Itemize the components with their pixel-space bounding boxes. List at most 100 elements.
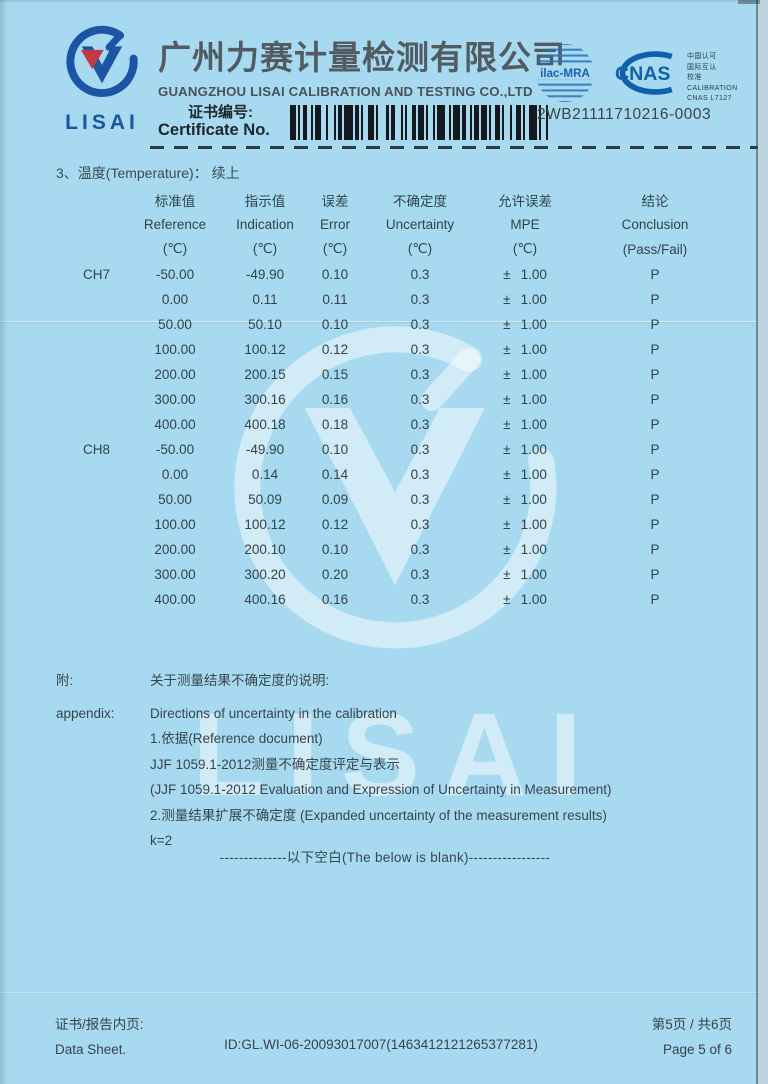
cnas-line: 校准 — [687, 74, 702, 81]
error-cell: 0.10 — [321, 441, 349, 457]
error-cell: 0.11 — [322, 291, 348, 307]
table-row: 300.00 300.20 0.20 0.3 ±1.00 P — [55, 562, 735, 587]
uncertainty-cell: 0.3 — [410, 441, 430, 457]
reference-cell: 100.00 — [154, 341, 196, 357]
reference-cell: 400.00 — [154, 591, 196, 607]
plus-minus-sign: ± — [503, 491, 511, 507]
scan-edge-top — [0, 0, 768, 3]
table-body: CH7 -50.00 -49.90 0.10 0.3 ±1.00 P 0.00 0.11 0.11… — [55, 262, 735, 612]
error-cell: 0.15 — [321, 366, 349, 382]
table-row: 50.00 50.10 0.10 0.3 ±1.00 P — [55, 312, 735, 337]
error-cell: 0.16 — [321, 391, 349, 407]
appendix-row: 附: 关于测量结果不确定度的说明: — [56, 668, 716, 694]
mpe-value: 1.00 — [520, 591, 547, 607]
scan-corner-mark — [738, 0, 760, 4]
mpe-cell: ±1.00 — [475, 262, 575, 287]
mpe-value: 1.00 — [520, 491, 547, 507]
col-header-unit: (Pass/Fail) — [622, 241, 688, 257]
cnas-accreditation-text: 中国认可 国际互认 校准 CALIBRATION CNAS L7127 — [687, 52, 738, 105]
conclusion-cell: P — [650, 266, 660, 282]
table-row: 200.00 200.15 0.15 0.3 ±1.00 P — [55, 362, 735, 387]
blank-below-note: --------------以下空白(The below is blank)--… — [219, 850, 551, 865]
channel-cell — [55, 487, 125, 512]
calibration-table: 标准值 指示值 误差 不确定度 允许误差 结论 Reference Indica… — [55, 188, 735, 612]
scan-edge-right-line — [756, 0, 758, 1084]
conclusion-cell: P — [650, 341, 660, 357]
plus-minus-sign: ± — [503, 341, 511, 357]
indication-cell: 200.15 — [244, 366, 286, 382]
uncertainty-cell: 0.3 — [410, 266, 430, 282]
conclusion-cell: P — [650, 516, 660, 532]
indication-cell: -49.90 — [245, 266, 285, 282]
uncertainty-cell: 0.3 — [410, 416, 430, 432]
mpe-cell: ±1.00 — [475, 362, 575, 387]
table-row: 400.00 400.18 0.18 0.3 ±1.00 P — [55, 412, 735, 437]
cnas-line: CALIBRATION — [687, 84, 738, 92]
appendix-row: 2.测量结果扩展不确定度 (Expanded uncertainty of th… — [56, 803, 716, 829]
plus-minus-sign: ± — [503, 591, 511, 607]
plus-minus-sign: ± — [503, 566, 511, 582]
ilac-mra-seal-icon: ilac-MRA — [533, 43, 597, 103]
col-header: 允许误差 — [498, 194, 552, 210]
uncertainty-cell: 0.3 — [410, 591, 430, 607]
mpe-value: 1.00 — [520, 566, 547, 582]
header-row-cn: 标准值 指示值 误差 不确定度 允许误差 结论 — [55, 188, 735, 213]
table-row: 200.00 200.10 0.10 0.3 ±1.00 P — [55, 537, 735, 562]
footer-label-en: Data Sheet. — [55, 1042, 127, 1057]
scan-edge-left — [0, 0, 8, 1084]
mpe-value: 1.00 — [520, 416, 547, 432]
col-header: 结论 — [641, 194, 669, 210]
uncertainty-cell: 0.3 — [410, 366, 430, 382]
section-title: 3、温度(Temperature)： 续上 — [56, 165, 240, 181]
mpe-value: 1.00 — [520, 316, 547, 332]
plus-minus-sign: ± — [503, 441, 511, 457]
indication-cell: 100.12 — [244, 341, 286, 357]
reference-cell: 100.00 — [154, 516, 196, 532]
conclusion-cell: P — [650, 316, 660, 332]
indication-cell: 50.09 — [248, 491, 282, 507]
appendix: 附: 关于测量结果不确定度的说明: appendix: Directions o… — [56, 668, 716, 854]
footer-label-cn: 证书/报告内页: — [55, 1017, 144, 1032]
indication-cell: 300.20 — [244, 566, 286, 582]
reference-cell: 0.00 — [161, 466, 189, 482]
mpe-cell: ±1.00 — [475, 412, 575, 437]
col-header-unit: (℃) — [512, 241, 538, 257]
col-header: 标准值 — [154, 194, 196, 210]
reference-cell: -50.00 — [155, 266, 195, 282]
certificate-no-label-cn: 证书编号: — [188, 104, 253, 121]
cnas-line: 中国认可 — [687, 53, 717, 60]
footer-left: 证书/报告内页: Data Sheet. — [55, 1012, 144, 1062]
plus-minus-sign: ± — [503, 416, 511, 432]
uncertainty-cell: 0.3 — [410, 541, 430, 557]
uncertainty-cell: 0.3 — [410, 516, 430, 532]
appendix-row: appendix: Directions of uncertainty in t… — [56, 701, 716, 727]
appendix-text: (JJF 1059.1-2012 Evaluation and Expressi… — [150, 782, 612, 797]
certificate-no-label-en: Certificate No. — [158, 121, 270, 139]
mpe-cell: ±1.00 — [475, 487, 575, 512]
indication-cell: 50.10 — [248, 316, 282, 332]
indication-cell: 400.18 — [244, 416, 286, 432]
conclusion-cell: P — [650, 591, 660, 607]
appendix-text: Directions of uncertainty in the calibra… — [150, 705, 397, 721]
appendix-text: k=2 — [150, 833, 173, 848]
document-id: ID:GL.WI-06-20093017007(1463412121265377… — [224, 1037, 538, 1052]
plus-minus-sign: ± — [503, 391, 511, 407]
header: LISAI 广州力赛计量检测有限公司 GUANGZHOU LISAI CALIB… — [0, 0, 768, 160]
col-header: Uncertainty — [385, 217, 455, 233]
uncertainty-cell: 0.3 — [410, 316, 430, 332]
header-row-unit: (℃) (℃) (℃) (℃) (℃) (Pass/Fail) — [55, 237, 735, 262]
reference-cell: 400.00 — [154, 416, 196, 432]
page-number-cn: 第5页 / 共6页 — [651, 1017, 732, 1032]
error-cell: 0.12 — [321, 341, 349, 357]
cnas-logo-icon: CNAS — [615, 51, 673, 95]
channel-cell — [55, 387, 125, 412]
table-row: 100.00 100.12 0.12 0.3 ±1.00 P — [55, 337, 735, 362]
certificate-number: 2WB21111710216-0003 — [537, 106, 712, 123]
error-cell: 0.10 — [321, 541, 349, 557]
appendix-row: (JJF 1059.1-2012 Evaluation and Expressi… — [56, 777, 716, 803]
svg-text:ilac-MRA: ilac-MRA — [540, 67, 590, 80]
mpe-cell: ±1.00 — [475, 462, 575, 487]
error-cell: 0.10 — [321, 316, 349, 332]
plus-minus-sign: ± — [503, 316, 511, 332]
